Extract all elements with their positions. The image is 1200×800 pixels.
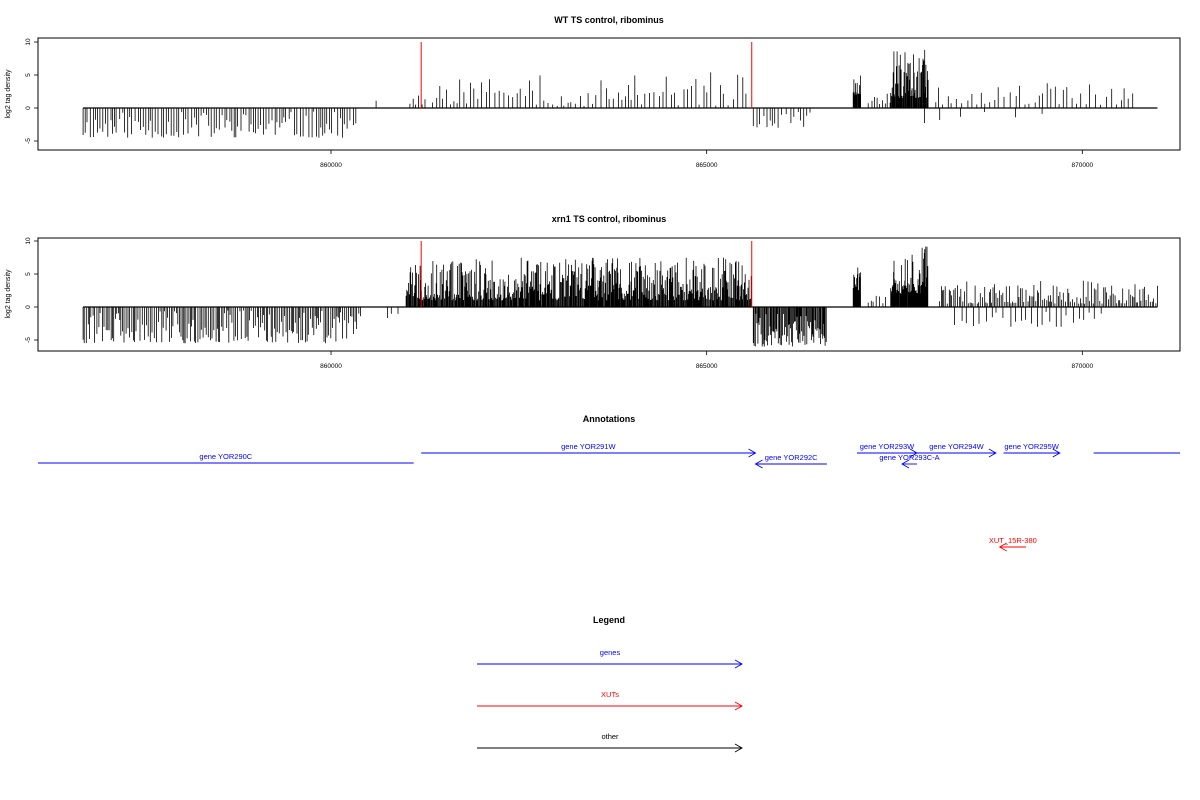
bar-segment-6 — [890, 246, 929, 307]
wt-bars — [82, 42, 1158, 138]
x-tick-label: 865000 — [696, 162, 718, 169]
feature-label: gene YOR290C — [199, 452, 252, 461]
bar-segment-4 — [752, 108, 811, 128]
bar-segment-2 — [409, 95, 426, 108]
y-tick-label: -5 — [25, 138, 32, 144]
xrn1-plot-frame — [37, 237, 1181, 352]
feature-label: XUT_15R-380 — [989, 536, 1037, 545]
legend-item: other — [477, 732, 743, 753]
wt-track-title: WT TS control, ribominus — [554, 15, 664, 25]
legend: Legend genes XUTs other — [477, 615, 743, 753]
legend-arrowhead — [734, 743, 743, 753]
feature-label: gene YOR293W — [860, 442, 915, 451]
bar-segment-3 — [432, 72, 747, 108]
wt-track-panel: WT TS control, ribominus -5 0 5 10 860000 865… — [5, 15, 1181, 169]
x-tick-label: 870000 — [1071, 363, 1093, 370]
x-tick-label: 865000 — [696, 363, 718, 370]
feature-label: gene YOR291W — [561, 442, 616, 451]
legend-item: genes — [477, 648, 743, 669]
feature-arrowhead — [748, 448, 757, 458]
legend-title: Legend — [593, 615, 625, 625]
annotation-feature: gene YOR290C — [38, 452, 414, 464]
legend-label: other — [601, 732, 619, 741]
x-tick-label: 860000 — [320, 363, 342, 370]
bar-segment-1 — [387, 307, 399, 318]
wt-plot-frame — [37, 37, 1181, 151]
y-tick-label: 0 — [25, 305, 32, 309]
bar-segment-7 — [890, 49, 929, 108]
bar-segment-5 — [867, 295, 886, 307]
legend-label: genes — [600, 648, 621, 657]
bar-segment-5 — [852, 75, 861, 108]
feature-label: gene YOR293C-A — [879, 453, 939, 462]
annotation-feature: gene YOR293C-A — [879, 453, 940, 469]
legend-arrowhead — [734, 659, 743, 669]
xrn1-bars — [82, 241, 1158, 347]
xrn1-axis-ticks: -5 0 5 10 860000 865000 870000 — [25, 237, 1094, 370]
y-tick-label: 5 — [25, 73, 32, 77]
bar-segment-3 — [752, 307, 827, 347]
y-tick-label: 5 — [25, 272, 32, 276]
x-tick-label: 860000 — [320, 162, 342, 169]
bar-segment-4 — [852, 267, 861, 307]
feature-arrowhead — [998, 542, 1007, 552]
wt-axis-ticks: -5 0 5 10 860000 865000 870000 — [25, 38, 1094, 169]
bar-segment-0 — [82, 307, 361, 344]
bar-segment-2 — [405, 257, 752, 307]
feature-arrowhead — [754, 459, 763, 469]
wt-y-axis-label: log2 tag density — [5, 69, 12, 119]
annotation-feature: gene YOR292C — [754, 453, 827, 469]
legend-item: XUTs — [477, 690, 743, 711]
x-tick-label: 870000 — [1071, 162, 1093, 169]
y-tick-label: 0 — [25, 106, 32, 110]
xrn1-y-axis-label: log2 tag density — [5, 269, 12, 319]
feature-label: gene YOR294W — [929, 442, 984, 451]
y-tick-label: 10 — [25, 38, 32, 46]
annotation-feature: gene YOR295W — [1003, 442, 1061, 458]
feature-label: gene YOR295W — [1004, 442, 1059, 451]
legend-items: genes XUTs other — [477, 648, 743, 753]
y-tick-label: -5 — [25, 337, 32, 343]
xrn1-track-title: xrn1 TS control, ribominus — [552, 214, 667, 224]
bar-segment-8 — [935, 83, 1134, 108]
feature-arrowhead — [909, 448, 918, 458]
annotations-title: Annotations — [583, 414, 636, 424]
bar-segment-7 — [939, 280, 1158, 307]
bar-segment-0 — [82, 108, 357, 138]
feature-label: gene YOR292C — [765, 453, 818, 462]
annotation-feature: gene YOR294W — [917, 442, 997, 458]
legend-label: XUTs — [601, 690, 619, 699]
xrn1-track-panel: xrn1 TS control, ribominus -5 0 5 10 860000 8… — [5, 214, 1181, 370]
bar-segment-8 — [954, 307, 1102, 327]
bar-segment-9 — [924, 108, 1043, 124]
feature-arrowhead — [1052, 448, 1061, 458]
feature-arrowhead — [901, 459, 910, 469]
legend-arrowhead — [734, 701, 743, 711]
y-tick-label: 10 — [25, 237, 32, 245]
feature-arrowhead — [988, 448, 997, 458]
annotation-features: gene YOR290C gene YOR291W gene YOR292C gene… — [38, 442, 1180, 552]
annotation-feature: XUT_15R-380 — [989, 536, 1037, 552]
annotation-feature: gene YOR291W — [421, 442, 757, 458]
annotation-feature: gene YOR293W — [856, 442, 918, 458]
